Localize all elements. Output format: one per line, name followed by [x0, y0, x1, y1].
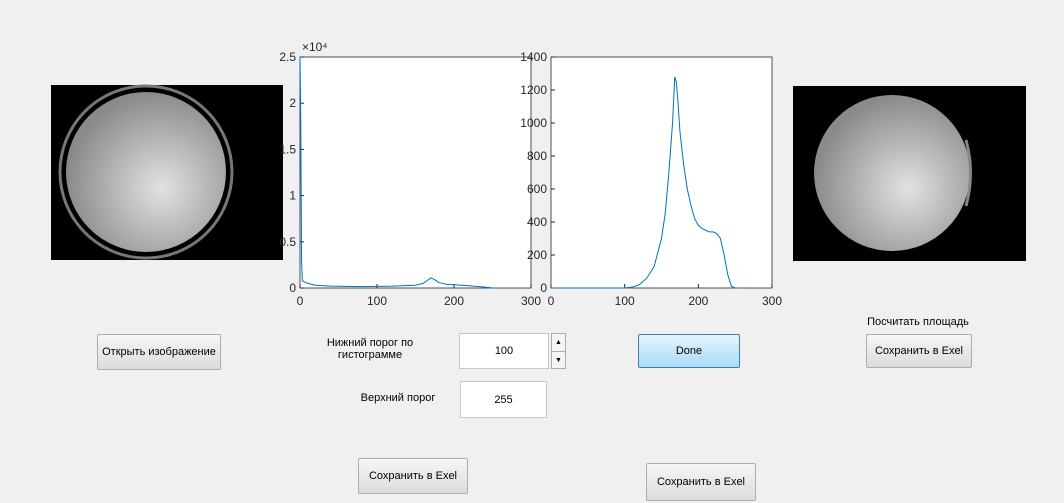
- save-right-button[interactable]: Сохранить в Exel: [866, 334, 972, 368]
- save-left-button[interactable]: Сохранить в Exel: [358, 458, 468, 494]
- y-tick-label: 1200: [520, 83, 547, 97]
- x-tick-label: 0: [548, 294, 555, 308]
- y-tick-label: 1.5: [279, 142, 296, 156]
- x-tick-label: 0: [297, 294, 304, 308]
- plot-area: [299, 56, 532, 289]
- y-tick-label: 0: [289, 281, 296, 295]
- spin-up[interactable]: ▲: [552, 334, 565, 352]
- spinner[interactable]: ▲ ▼: [551, 333, 566, 369]
- x-tick-label: 100: [367, 294, 387, 308]
- x-tick-label: 200: [444, 294, 464, 308]
- y-tick-label: 1000: [520, 116, 547, 130]
- y-tick-label: 1400: [520, 50, 547, 64]
- upper-label: Верхний порог: [360, 392, 436, 404]
- y-tick-label: 2.5: [279, 50, 296, 64]
- image-ring: [58, 84, 234, 260]
- histogram-line: [551, 76, 739, 289]
- spin-down[interactable]: ▼: [555, 357, 562, 364]
- histogram-line: [299, 56, 497, 289]
- area-label: Посчитать площадь: [867, 316, 969, 328]
- x-tick-label: 300: [521, 294, 541, 308]
- lower-label: Нижний порог по гистограмме: [326, 337, 414, 361]
- result-disc: [814, 95, 970, 251]
- y-tick-label: 800: [527, 149, 547, 163]
- y-tick-label: 600: [527, 182, 547, 196]
- lower-input[interactable]: 100: [459, 333, 549, 369]
- result-edge: [964, 139, 972, 207]
- y-tick-label: 200: [527, 248, 547, 262]
- y-tick-label: 2: [289, 96, 296, 110]
- plots: 0 0.5 1 1.5 2 2.5 0 100 200 300 ×10⁴ 0 200 400 600 800 1…: [51, 40, 1026, 308]
- x-tick-label: 300: [762, 294, 782, 308]
- y-tick-label: 400: [527, 215, 547, 229]
- open-button[interactable]: Открыть изображение: [97, 334, 221, 370]
- plot-area: [550, 56, 773, 289]
- y-tick-label: 0: [540, 281, 547, 295]
- y-tick-label: 1: [289, 189, 296, 203]
- exponent-label: ×10⁴: [302, 40, 328, 54]
- done-button[interactable]: Done: [638, 334, 740, 368]
- upper-input[interactable]: 255: [460, 381, 547, 418]
- image-disc: [66, 92, 226, 252]
- y-tick-label: 0.5: [279, 235, 296, 249]
- x-tick-label: 100: [615, 294, 635, 308]
- save-middle-button[interactable]: Сохранить в Exel: [646, 463, 756, 501]
- x-tick-label: 200: [688, 294, 708, 308]
